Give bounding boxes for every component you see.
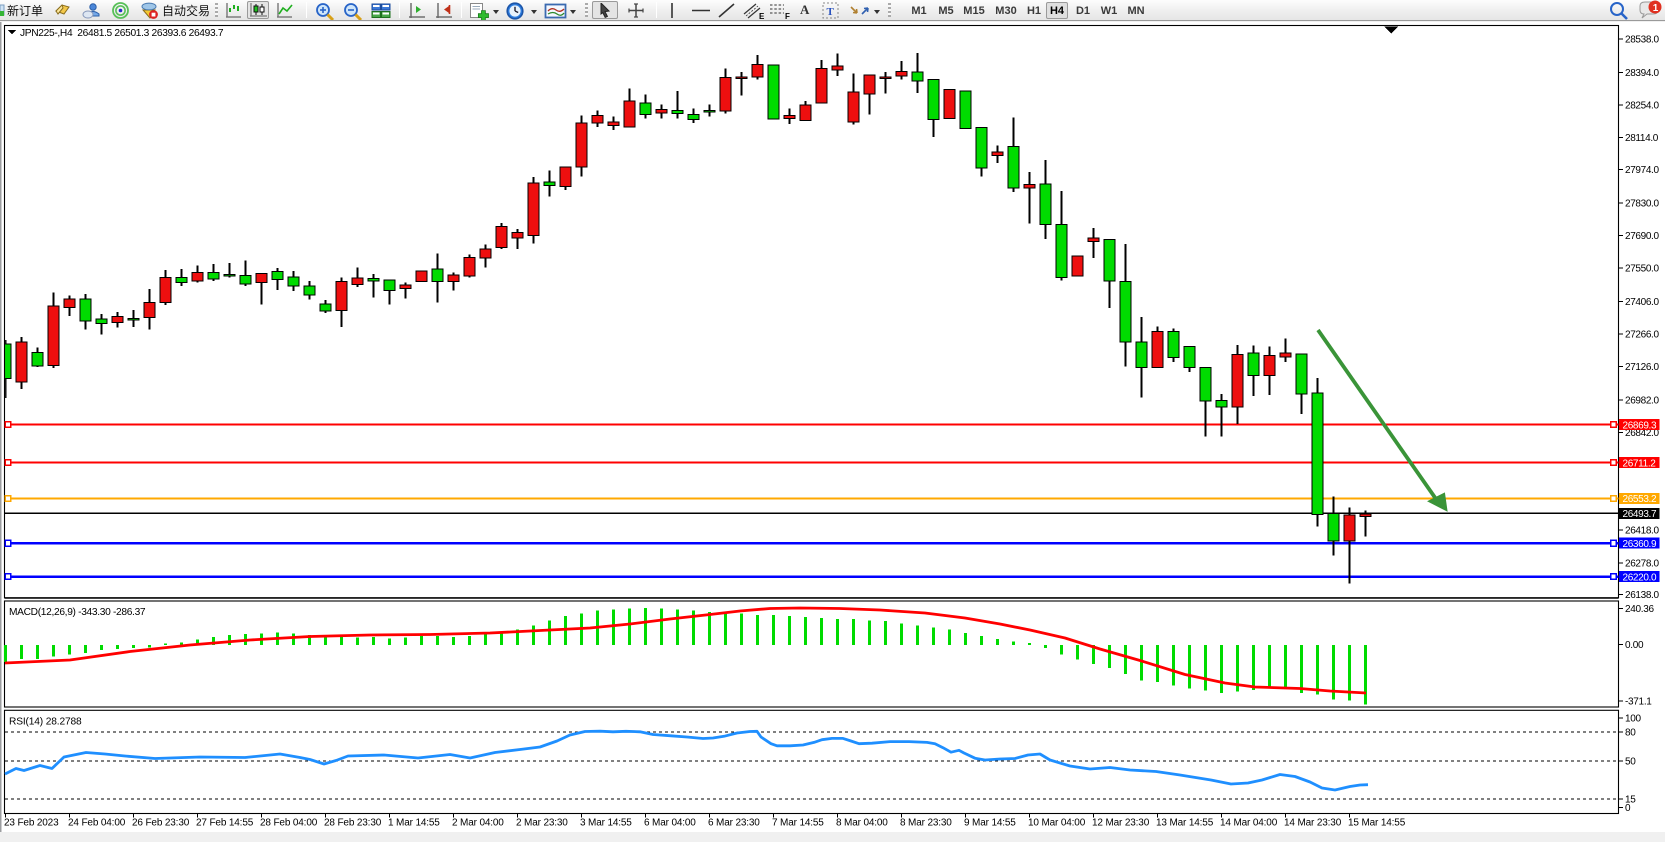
svg-text:2 Mar 04:00: 2 Mar 04:00 (452, 818, 504, 829)
svg-text:T: T (827, 6, 835, 18)
svg-text:3 Mar 14:55: 3 Mar 14:55 (580, 818, 632, 829)
svg-text:E: E (759, 12, 765, 20)
svg-text:1: 1 (1653, 3, 1659, 14)
svg-text:26418.0: 26418.0 (1625, 525, 1659, 536)
svg-text:26982.0: 26982.0 (1625, 395, 1659, 406)
svg-text:24 Feb 04:00: 24 Feb 04:00 (68, 818, 126, 829)
svg-text:26869.3: 26869.3 (1623, 420, 1657, 431)
svg-text:28254.0: 28254.0 (1625, 100, 1659, 111)
svg-text:0: 0 (1625, 803, 1631, 814)
svg-text:27 Feb 14:55: 27 Feb 14:55 (196, 818, 254, 829)
svg-text:23 Feb 2023: 23 Feb 2023 (4, 818, 59, 829)
svg-text:50: 50 (1625, 757, 1636, 768)
svg-text:26360.9: 26360.9 (1623, 539, 1657, 550)
svg-text:JPN225-,H4 26481.5 26501.3 26: JPN225-,H4 26481.5 26501.3 26393.6 26493… (20, 28, 224, 39)
svg-text:1 Mar 14:55: 1 Mar 14:55 (388, 818, 440, 829)
svg-text:28114.0: 28114.0 (1625, 133, 1659, 144)
svg-text:28 Feb 04:00: 28 Feb 04:00 (260, 818, 318, 829)
svg-text:26 Feb 23:30: 26 Feb 23:30 (132, 818, 190, 829)
svg-text:F: F (785, 12, 790, 20)
svg-text:26711.2: 26711.2 (1623, 458, 1657, 469)
svg-text:7 Mar 14:55: 7 Mar 14:55 (772, 818, 824, 829)
svg-text:26493.7: 26493.7 (1623, 509, 1657, 520)
svg-text:27266.0: 27266.0 (1625, 330, 1659, 341)
svg-text:MACD(12,26,9) -343.30 -286.37: MACD(12,26,9) -343.30 -286.37 (9, 607, 146, 618)
svg-text:12 Mar 23:30: 12 Mar 23:30 (1092, 818, 1150, 829)
svg-text:RSI(14) 28.2788: RSI(14) 28.2788 (9, 717, 82, 728)
svg-text:14 Mar 04:00: 14 Mar 04:00 (1220, 818, 1278, 829)
svg-text:27550.0: 27550.0 (1625, 264, 1659, 275)
svg-text:28394.0: 28394.0 (1625, 68, 1659, 79)
svg-text:8 Mar 04:00: 8 Mar 04:00 (836, 818, 888, 829)
svg-text:27690.0: 27690.0 (1625, 231, 1659, 242)
svg-text:80: 80 (1625, 728, 1636, 739)
svg-text:26553.2: 26553.2 (1623, 494, 1657, 505)
svg-text:2 Mar 23:30: 2 Mar 23:30 (516, 818, 568, 829)
svg-text:27406.0: 27406.0 (1625, 297, 1659, 308)
svg-text:28 Feb 23:30: 28 Feb 23:30 (324, 818, 382, 829)
svg-text:9 Mar 14:55: 9 Mar 14:55 (964, 818, 1016, 829)
svg-text:14 Mar 23:30: 14 Mar 23:30 (1284, 818, 1342, 829)
svg-text:28538.0: 28538.0 (1625, 34, 1659, 45)
svg-text:-371.1: -371.1 (1625, 696, 1652, 707)
svg-text:26278.0: 26278.0 (1625, 558, 1659, 569)
svg-text:27830.0: 27830.0 (1625, 199, 1659, 210)
svg-text:100: 100 (1625, 714, 1642, 725)
svg-text:13 Mar 14:55: 13 Mar 14:55 (1156, 818, 1214, 829)
svg-text:6 Mar 23:30: 6 Mar 23:30 (708, 818, 760, 829)
svg-text:27974.0: 27974.0 (1625, 165, 1659, 176)
svg-text:26220.0: 26220.0 (1623, 572, 1657, 583)
svg-text:26138.0: 26138.0 (1625, 590, 1659, 601)
svg-text:6 Mar 04:00: 6 Mar 04:00 (644, 818, 696, 829)
svg-text:15 Mar 14:55: 15 Mar 14:55 (1348, 818, 1406, 829)
svg-text:240.36: 240.36 (1625, 604, 1655, 615)
svg-text:8 Mar 23:30: 8 Mar 23:30 (900, 818, 952, 829)
svg-text:0.00: 0.00 (1625, 640, 1644, 651)
svg-text:10 Mar 04:00: 10 Mar 04:00 (1028, 818, 1086, 829)
svg-text:27126.0: 27126.0 (1625, 362, 1659, 373)
